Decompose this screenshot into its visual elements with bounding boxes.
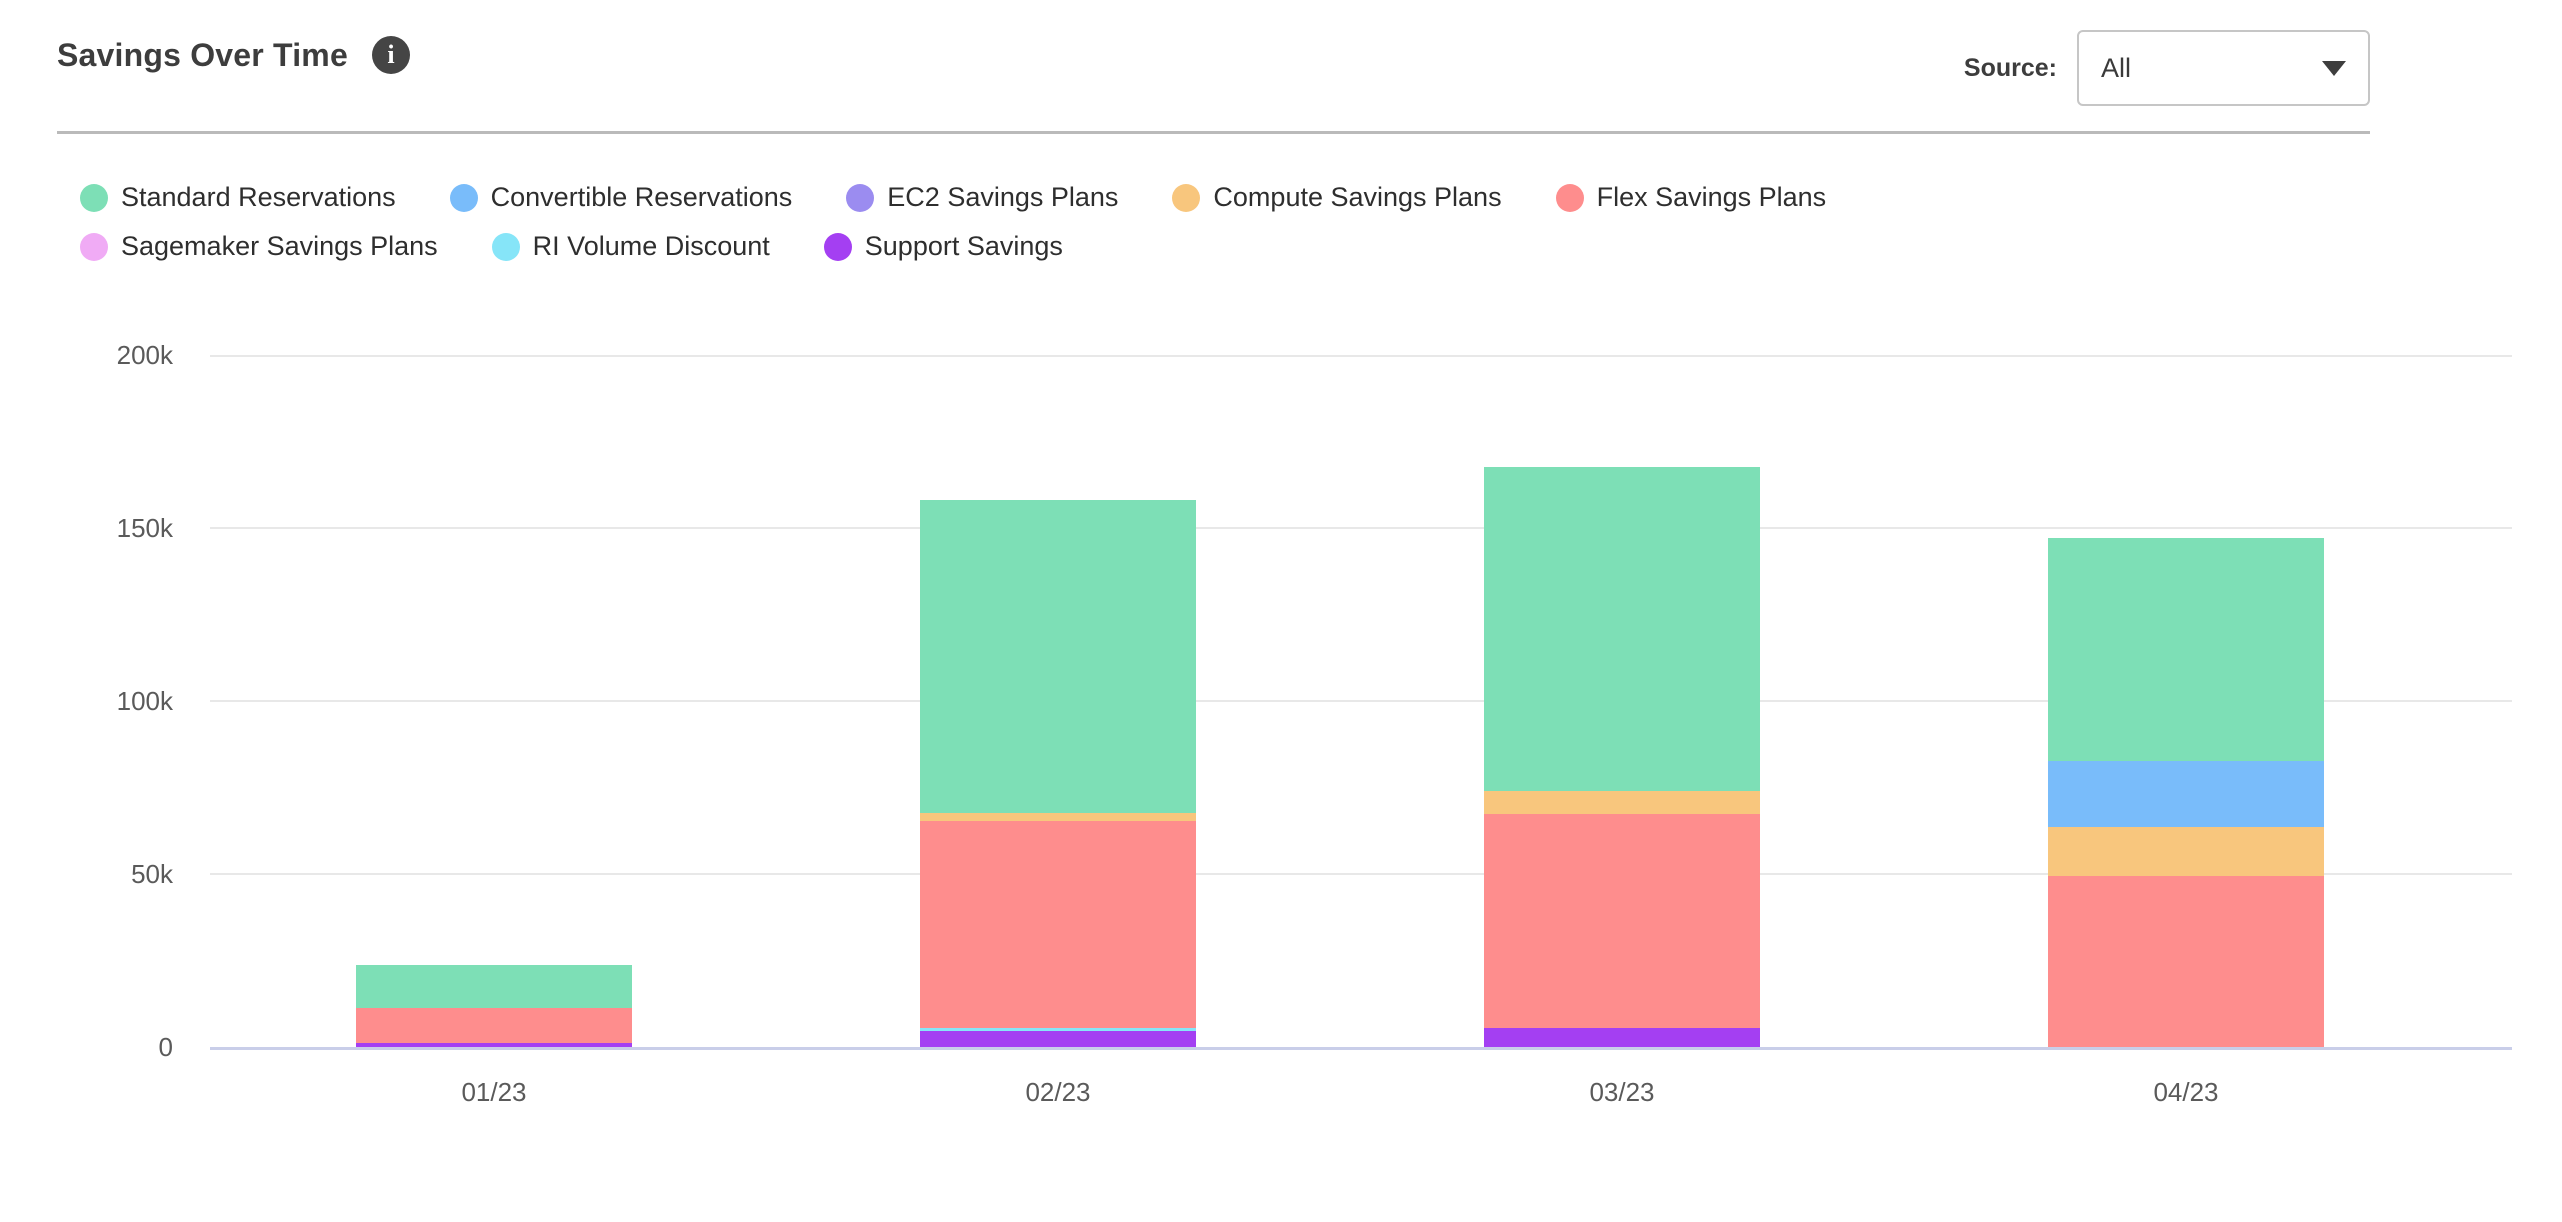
bar-segment-compute-savings-plans[interactable] — [920, 813, 1196, 821]
bar-segment-support-savings[interactable] — [920, 1031, 1196, 1047]
legend-item-standard-reservations[interactable]: Standard Reservations — [80, 182, 396, 213]
y-tick-label: 50k — [131, 859, 173, 889]
legend-item-sagemaker-savings-plans[interactable]: Sagemaker Savings Plans — [80, 231, 438, 262]
source-control: Source: All — [1964, 30, 2370, 106]
chevron-down-icon — [2322, 60, 2346, 76]
bar-segment-flex-savings-plans[interactable] — [920, 820, 1196, 1029]
bar-group-01-23 — [356, 355, 632, 1047]
legend-item-compute-savings-plans[interactable]: Compute Savings Plans — [1172, 182, 1502, 213]
chart-legend: Standard Reservations Convertible Reserva… — [80, 182, 1826, 262]
bar-segment-flex-savings-plans[interactable] — [356, 1008, 632, 1043]
legend-item-label: Flex Savings Plans — [1596, 182, 1827, 212]
y-tick-label: 200k — [116, 340, 173, 370]
legend-dot-icon — [80, 183, 108, 212]
legend-dot-icon — [1172, 183, 1201, 212]
bar-segment-standard-reservations[interactable] — [356, 965, 632, 1009]
legend-dot-icon — [449, 183, 478, 212]
bar-segment-standard-reservations[interactable] — [920, 500, 1196, 814]
source-label: Source: — [1963, 53, 2057, 82]
legend-item-label: Support Savings — [864, 231, 1063, 261]
legend-item-label: Convertible Reservations — [490, 182, 793, 212]
legend-dot-icon — [491, 232, 520, 261]
gridline — [210, 700, 2512, 702]
bar-segment-flex-savings-plans[interactable] — [2048, 875, 2324, 1047]
bar-segment-flex-savings-plans[interactable] — [1484, 813, 1760, 1029]
x-tick-label: 02/23 — [1025, 1077, 1091, 1107]
legend-row: Sagemaker Savings Plans RI Volume Discoun… — [80, 231, 1826, 262]
x-tick-label: 04/23 — [2153, 1077, 2219, 1107]
y-tick-label: 150k — [116, 513, 173, 543]
bar-segment-standard-reservations[interactable] — [2048, 537, 2324, 761]
legend-item-label: Compute Savings Plans — [1213, 182, 1502, 212]
legend-item-support-savings[interactable]: Support Savings — [823, 231, 1063, 262]
legend-dot-icon — [823, 232, 852, 261]
gridline — [210, 527, 2512, 529]
bar-segment-compute-savings-plans[interactable] — [2048, 827, 2324, 876]
bar-group-03-23 — [1484, 355, 1760, 1047]
x-tick-label: 03/23 — [1589, 1077, 1655, 1107]
bar-segment-standard-reservations[interactable] — [1484, 467, 1760, 791]
bar-segment-support-savings[interactable] — [1484, 1028, 1760, 1047]
x-axis-line — [210, 1047, 2512, 1050]
legend-item-label: RI Volume Discount — [532, 231, 770, 261]
y-tick-label: 100k — [116, 686, 173, 716]
info-icon[interactable]: i — [371, 36, 410, 74]
legend-item-ec2-savings-plans[interactable]: EC2 Savings Plans — [846, 182, 1118, 213]
legend-dot-icon — [1555, 183, 1584, 212]
bar-group-04-23 — [2048, 355, 2324, 1047]
source-dropdown-value: All — [2101, 52, 2132, 83]
legend-dot-icon — [80, 232, 108, 261]
x-tick-label: 01/23 — [461, 1077, 527, 1107]
plot-area: 0 50k 100k 150k 200k 01/23 02/23 03/23 04/23 — [117, 340, 2512, 1107]
page-title: Savings Over Time — [57, 36, 348, 73]
source-dropdown[interactable]: All — [2077, 30, 2370, 106]
bar-segment-compute-savings-plans[interactable] — [1484, 790, 1760, 814]
legend-item-ri-volume-discount[interactable]: RI Volume Discount — [491, 231, 770, 262]
header-divider — [57, 131, 2370, 134]
legend-item-flex-savings-plans[interactable]: Flex Savings Plans — [1555, 182, 1827, 213]
legend-item-label: Standard Reservations — [121, 182, 396, 212]
panel-header: Savings Over Time i — [57, 36, 410, 74]
bar-group-02-23 — [920, 355, 1196, 1047]
legend-dot-icon — [846, 183, 875, 212]
legend-row: Standard Reservations Convertible Reserva… — [80, 182, 1826, 213]
bar-segment-ri-volume-discount[interactable] — [920, 1028, 1196, 1032]
y-tick-label: 0 — [158, 1032, 173, 1062]
legend-item-label: Sagemaker Savings Plans — [121, 231, 438, 261]
gridline — [210, 355, 2512, 357]
bar-segment-support-savings[interactable] — [356, 1042, 632, 1047]
legend-item-convertible-reservations[interactable]: Convertible Reservations — [449, 182, 793, 213]
bar-segment-convertible-reservations[interactable] — [2048, 760, 2324, 828]
legend-item-label: EC2 Savings Plans — [887, 182, 1119, 212]
gridline — [210, 873, 2512, 875]
